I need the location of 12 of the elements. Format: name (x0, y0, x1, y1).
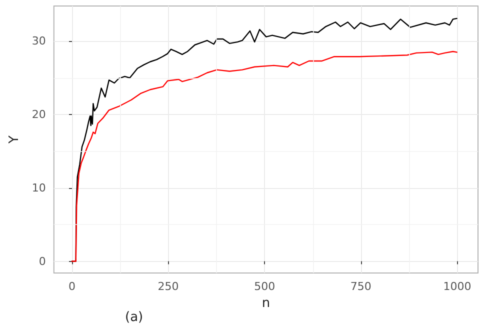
x-tick-label: 1000 (443, 280, 472, 293)
y-axis-title: Y (7, 135, 22, 144)
x-tick-label: 250 (158, 280, 179, 293)
y-tick-label: 20 (32, 108, 46, 122)
y-tick-label: 0 (38, 254, 46, 268)
x-axis-title: n (262, 296, 270, 311)
text: (a) (125, 310, 144, 325)
y-tick-label: 30 (32, 34, 46, 48)
x-tick-label: 750 (350, 280, 372, 293)
x-tick-label: 0 (68, 280, 76, 293)
y-tick-label: 10 (32, 181, 46, 194)
x-tick-label: 500 (254, 280, 276, 293)
